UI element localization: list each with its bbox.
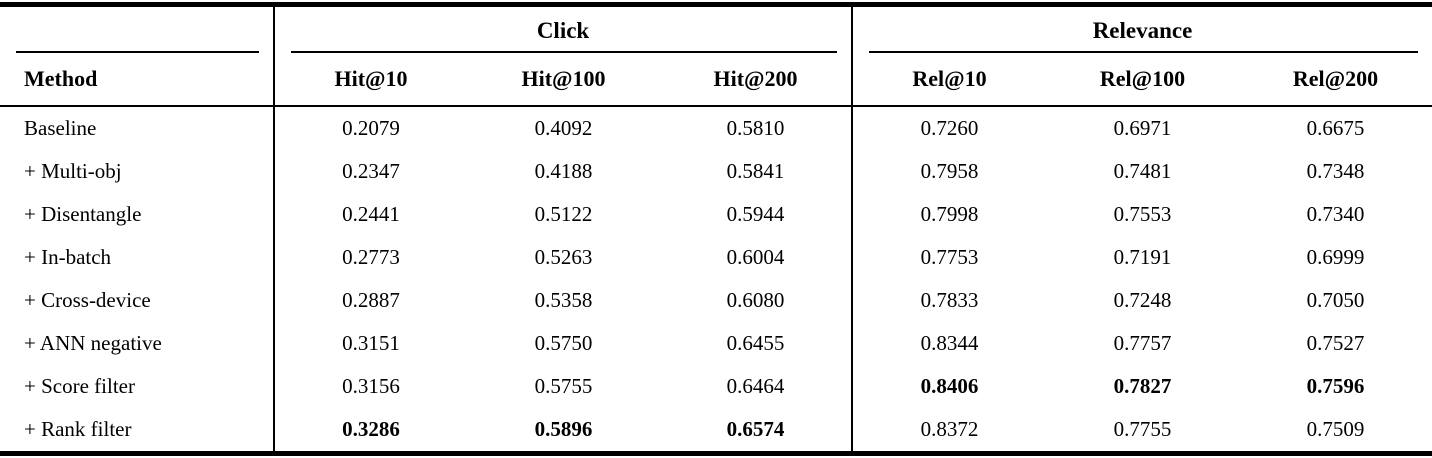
method-label: + ANN negative: [24, 331, 162, 355]
cell-rel10: 0.7260: [851, 106, 1047, 150]
cell-hit10: 0.3286: [273, 408, 467, 454]
cell-rel200: 0.7050: [1306, 288, 1365, 312]
cell-rel200: 0.7596: [1306, 374, 1365, 398]
cell-hit200: 0.5810: [726, 116, 785, 140]
cell-hit100: 0.5263: [534, 245, 593, 269]
cell-rel200: 0.7509: [1306, 417, 1365, 441]
cell-hit200: 0.5841: [726, 159, 785, 183]
cell-rel100: 0.7757: [1113, 331, 1172, 355]
cell-hit10: 0.2347: [273, 150, 467, 193]
cell-rel100: 0.7481: [1113, 159, 1172, 183]
cell-rel100: 0.7191: [1113, 245, 1172, 269]
cell-rel10: 0.8372: [851, 408, 1047, 454]
cell-rel10: 0.7958: [851, 150, 1047, 193]
cell-hit200: 0.5944: [726, 202, 785, 226]
table-row-in-batch: + In-batch 0.2773 0.5263 0.6004 0.7753 0…: [0, 236, 1432, 279]
table-row-disentangle: + Disentangle 0.2441 0.5122 0.5944 0.799…: [0, 193, 1432, 236]
method-label: + Cross-device: [24, 288, 151, 312]
group-header-click: Click: [272, 4, 853, 53]
table-row-cross-device: + Cross-device 0.2887 0.5358 0.6080 0.78…: [0, 279, 1432, 322]
cell-hit10: 0.2079: [273, 106, 467, 150]
cell-rel100: 0.7827: [1113, 374, 1172, 398]
cell-rel10: 0.8344: [851, 322, 1047, 365]
cell-rel10: 0.7833: [851, 279, 1047, 322]
method-label: + Score filter: [24, 374, 135, 398]
cell-hit200: 0.6464: [726, 374, 785, 398]
method-label: + Disentangle: [24, 202, 142, 226]
cell-hit10: 0.3156: [273, 365, 467, 408]
table-row-baseline: Baseline 0.2079 0.4092 0.5810 0.7260 0.6…: [0, 106, 1432, 150]
cell-hit100: 0.5750: [534, 331, 593, 355]
col-header-rel100: Rel@100: [1046, 53, 1240, 107]
cell-rel100: 0.7553: [1113, 202, 1172, 226]
method-label: Baseline: [24, 116, 97, 140]
col-header-hit100: Hit@100: [467, 53, 660, 107]
cell-hit200: 0.6080: [726, 288, 785, 312]
cell-rel100: 0.7248: [1113, 288, 1172, 312]
cell-hit10: 0.2887: [273, 279, 467, 322]
method-label: + Multi-obj: [24, 159, 122, 183]
cell-rel100: 0.6971: [1113, 116, 1172, 140]
cell-hit10: 0.2773: [273, 236, 467, 279]
cell-rel200: 0.7527: [1306, 331, 1365, 355]
cell-hit200: 0.6004: [726, 245, 785, 269]
table-row-ann-negative: + ANN negative 0.3151 0.5750 0.6455 0.83…: [0, 322, 1432, 365]
cell-hit100: 0.4188: [534, 159, 593, 183]
group-header-relevance: Relevance: [851, 4, 1432, 53]
cell-hit200: 0.6455: [726, 331, 785, 355]
col-header-hit200: Hit@200: [660, 53, 853, 107]
cell-hit10: 0.2441: [273, 193, 467, 236]
cell-hit100: 0.5896: [534, 417, 593, 441]
cell-rel200: 0.7348: [1306, 159, 1365, 183]
cell-rel200: 0.7340: [1306, 202, 1365, 226]
cell-rel10: 0.8406: [851, 365, 1047, 408]
cell-rel200: 0.6999: [1306, 245, 1365, 269]
cell-hit100: 0.5755: [534, 374, 593, 398]
table-row-rank-filter: + Rank filter 0.3286 0.5896 0.6574 0.837…: [0, 408, 1432, 454]
cell-rel10: 0.7998: [851, 193, 1047, 236]
cell-hit10: 0.3151: [273, 322, 467, 365]
col-header-rel200: Rel@200: [1239, 53, 1432, 107]
cell-hit100: 0.5358: [534, 288, 593, 312]
col-header-rel10: Rel@10: [851, 53, 1047, 107]
method-label: + Rank filter: [24, 417, 132, 441]
cell-rel100: 0.7755: [1113, 417, 1172, 441]
cell-hit100: 0.4092: [534, 116, 593, 140]
group-header-row: Click Relevance: [0, 4, 1432, 54]
cell-rel200: 0.6675: [1306, 116, 1365, 140]
table-row-score-filter: + Score filter 0.3156 0.5755 0.6464 0.84…: [0, 365, 1432, 408]
col-header-hit10: Hit@10: [273, 53, 467, 107]
method-label: + In-batch: [24, 245, 112, 269]
cell-rel10: 0.7753: [851, 236, 1047, 279]
group-header-empty: [0, 5, 274, 54]
col-header-method: Method: [0, 53, 274, 107]
column-header-row: Method Hit@10 Hit@100 Hit@200 Rel@10 Rel…: [0, 53, 1432, 107]
cell-hit100: 0.5122: [534, 202, 593, 226]
table-row-multi-obj: + Multi-obj 0.2347 0.4188 0.5841 0.7958 …: [0, 150, 1432, 193]
cell-hit200: 0.6574: [726, 417, 785, 441]
